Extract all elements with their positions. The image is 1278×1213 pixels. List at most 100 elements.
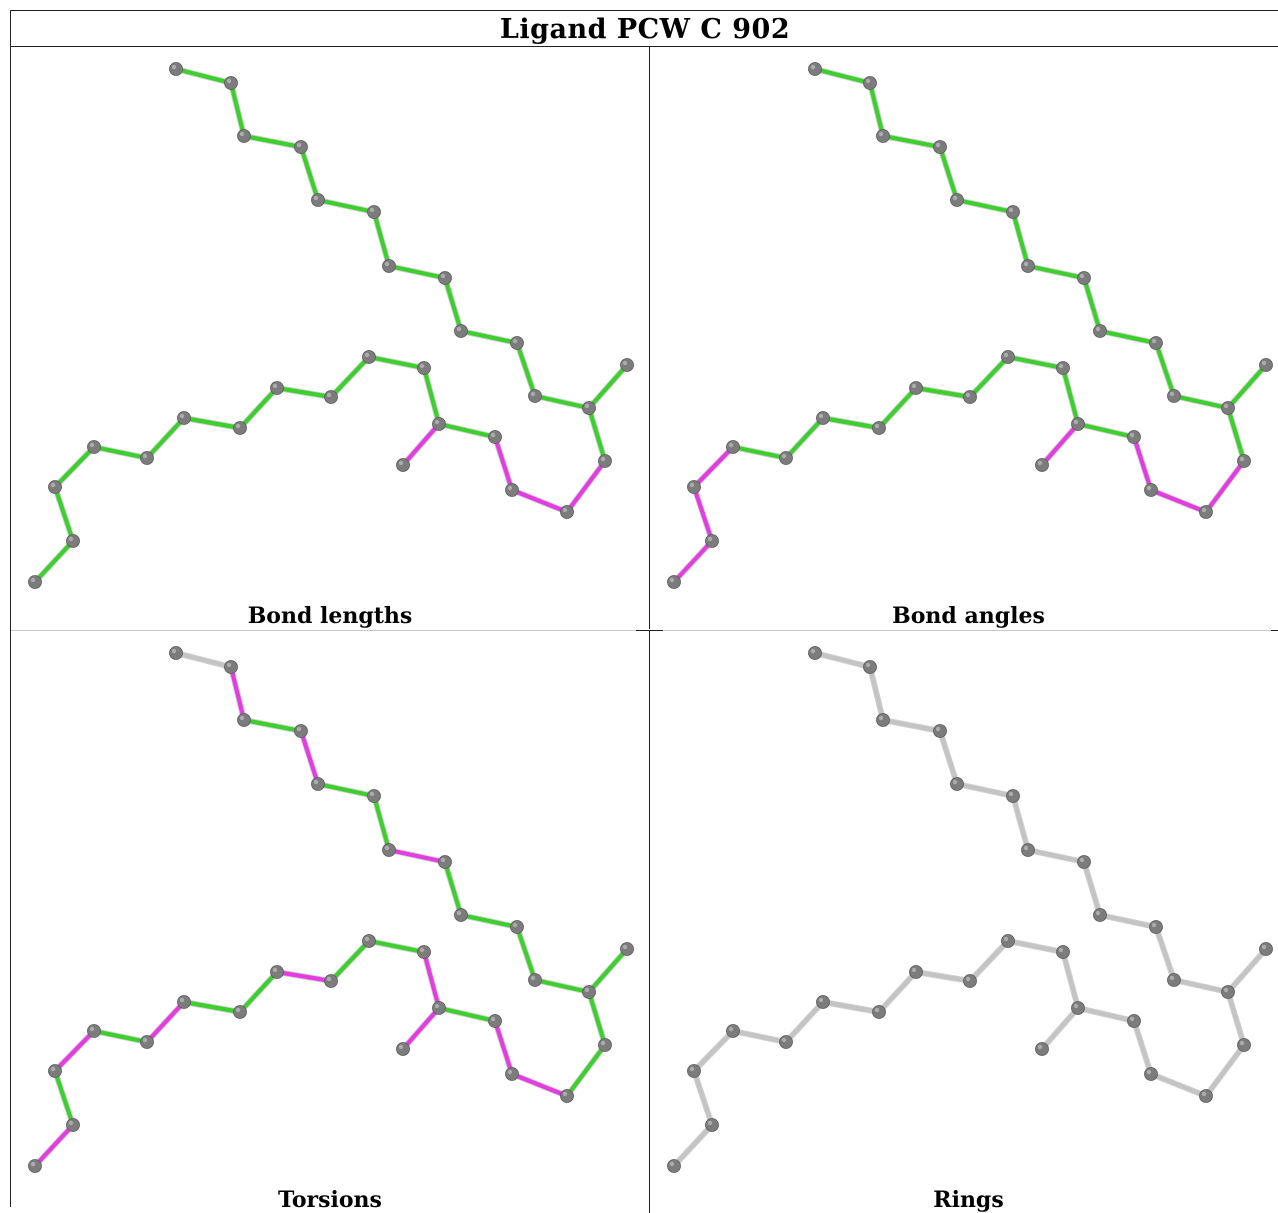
bond xyxy=(967,938,1011,984)
atom-highlight xyxy=(1079,273,1085,279)
molecule-bond-lengths xyxy=(28,62,634,589)
atom-highlight xyxy=(1261,944,1267,950)
atom xyxy=(237,129,251,143)
atom xyxy=(270,965,284,979)
bond xyxy=(274,969,334,984)
bond xyxy=(691,444,736,490)
atom-highlight xyxy=(669,577,675,583)
bond xyxy=(812,650,873,670)
atom xyxy=(963,390,977,404)
atom xyxy=(396,458,410,472)
atom-highlight xyxy=(874,1007,880,1013)
figure-title: Ligand PCW C 902 xyxy=(499,14,791,45)
bond xyxy=(237,385,280,431)
bond xyxy=(173,66,234,86)
atom xyxy=(28,1159,42,1173)
bond xyxy=(1039,1005,1081,1052)
atom xyxy=(505,483,519,497)
atom-highlight xyxy=(50,1066,56,1072)
atom xyxy=(1035,1042,1049,1056)
bond xyxy=(937,144,960,203)
bond xyxy=(366,938,427,955)
bonds xyxy=(32,650,630,1169)
atom-highlight xyxy=(911,967,917,973)
atom-highlight xyxy=(865,662,871,668)
molecule-torsions xyxy=(28,646,634,1173)
atom xyxy=(816,995,830,1009)
atom xyxy=(432,417,446,431)
atom-highlight xyxy=(1261,360,1267,366)
atom xyxy=(233,1005,247,1019)
atom xyxy=(270,381,284,395)
bond xyxy=(371,209,392,269)
bond xyxy=(1060,949,1081,1011)
bond xyxy=(691,1028,736,1074)
atom xyxy=(48,480,62,494)
bond xyxy=(1203,458,1247,515)
atom-highlight xyxy=(1008,791,1014,797)
atom-highlight xyxy=(326,392,332,398)
atoms xyxy=(28,62,634,589)
atom xyxy=(667,575,681,589)
atom-highlight xyxy=(171,648,177,654)
bond xyxy=(442,859,464,918)
atom xyxy=(705,1118,719,1132)
atom-highlight xyxy=(530,975,536,981)
atom xyxy=(909,381,923,395)
atom-highlight xyxy=(398,460,404,466)
atom-highlight xyxy=(1146,1069,1152,1075)
atom-highlight xyxy=(1037,460,1043,466)
atom xyxy=(362,350,376,364)
atom xyxy=(510,336,524,350)
atom xyxy=(598,1038,612,1052)
bond xyxy=(691,484,715,544)
atom-highlight xyxy=(1239,1040,1245,1046)
atom-highlight xyxy=(440,273,446,279)
atom xyxy=(311,777,325,791)
bond xyxy=(315,781,377,799)
atom-highlight xyxy=(1037,1044,1043,1050)
bond xyxy=(298,728,321,787)
atom-highlight xyxy=(1129,432,1135,438)
bond xyxy=(509,1071,570,1099)
bond xyxy=(32,538,76,585)
atom-highlight xyxy=(1008,207,1014,213)
atom-highlight xyxy=(1058,363,1064,369)
atom-highlight xyxy=(562,507,568,513)
panel-rings: Rings xyxy=(649,631,1278,1213)
atom xyxy=(488,1014,502,1028)
atom xyxy=(1001,934,1015,948)
atom xyxy=(1021,843,1035,857)
atom xyxy=(816,411,830,425)
atom-highlight xyxy=(878,131,884,137)
atom-highlight xyxy=(68,536,74,542)
bond xyxy=(1039,421,1081,468)
bond xyxy=(1010,793,1031,853)
atom xyxy=(1071,1001,1085,1015)
atoms xyxy=(667,62,1273,589)
atom xyxy=(417,361,431,375)
bond xyxy=(1148,1071,1209,1099)
atom xyxy=(1259,358,1273,372)
atom xyxy=(1071,417,1085,431)
atom-highlight xyxy=(1169,975,1175,981)
bond xyxy=(328,354,372,400)
atom-highlight xyxy=(490,1016,496,1022)
atom-highlight xyxy=(326,976,332,982)
bond xyxy=(586,405,608,464)
bond xyxy=(564,458,608,515)
atom-highlight xyxy=(171,64,177,70)
atom xyxy=(1127,1014,1141,1028)
atom-highlight xyxy=(935,142,941,148)
atom xyxy=(950,193,964,207)
bond xyxy=(691,1068,715,1128)
bond xyxy=(1225,405,1247,464)
row-separator xyxy=(11,629,1278,631)
atom-highlight xyxy=(89,442,95,448)
atom-highlight xyxy=(707,536,713,542)
atoms xyxy=(28,646,634,1173)
atom-highlight xyxy=(781,1037,787,1043)
bonds xyxy=(671,650,1269,1169)
atom xyxy=(963,974,977,988)
atom-highlight xyxy=(179,997,185,1003)
